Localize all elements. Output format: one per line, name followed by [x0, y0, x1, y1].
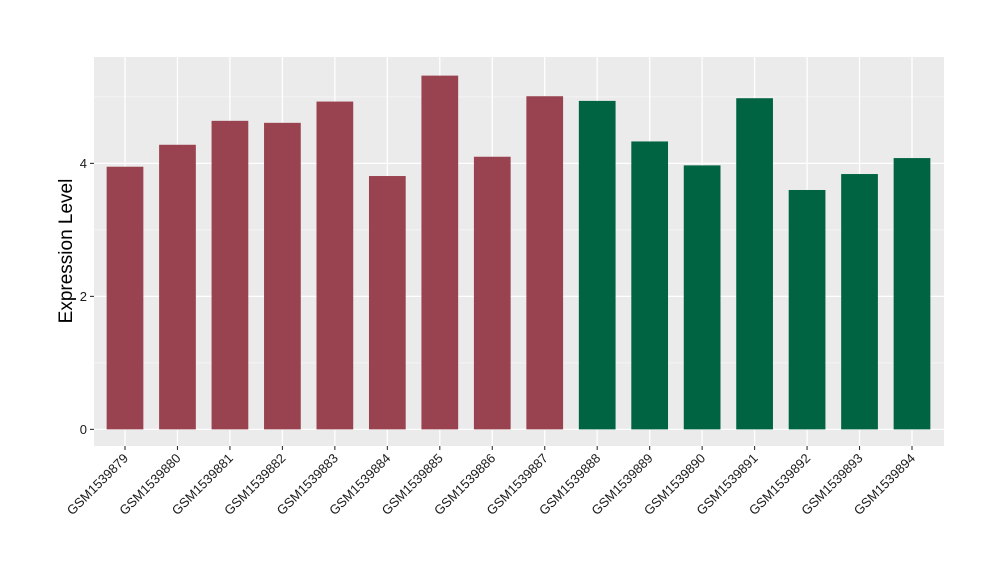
y-tick-label: 2 — [80, 289, 87, 304]
bar-GSM1539885 — [421, 75, 459, 430]
bar-GSM1539893 — [841, 174, 878, 430]
bar-GSM1539894 — [893, 158, 931, 430]
y-tick-label: 4 — [80, 156, 87, 171]
bar-GSM1539884 — [368, 176, 406, 430]
y-axis-title: Expression Level — [56, 179, 77, 324]
bar-GSM1539889 — [631, 141, 669, 430]
bar-GSM1539881 — [211, 120, 249, 430]
bar-GSM1539892 — [788, 189, 826, 430]
y-axis: 0 2 4 — [80, 156, 94, 437]
bar-GSM1539890 — [683, 165, 721, 430]
bar-GSM1539886 — [473, 156, 511, 430]
bar-GSM1539888 — [578, 100, 616, 430]
y-tick-label: 0 — [80, 422, 87, 437]
bars — [106, 75, 931, 430]
bar-GSM1539891 — [736, 98, 773, 430]
bar-GSM1539882 — [264, 122, 301, 430]
x-axis: GSM1539879GSM1539880GSM1539881GSM1539882… — [64, 446, 918, 518]
bar-GSM1539887 — [526, 96, 564, 430]
bar-GSM1539883 — [316, 101, 354, 430]
bar-GSM1539879 — [106, 166, 144, 430]
bar-GSM1539880 — [159, 144, 196, 430]
